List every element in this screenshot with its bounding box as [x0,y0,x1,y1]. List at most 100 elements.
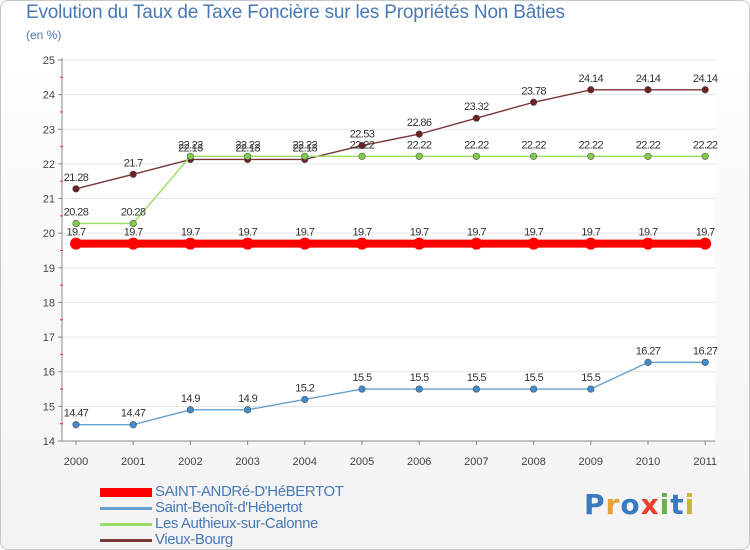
data-point [529,385,538,393]
data-point [701,86,709,94]
data-label: 22.22 [693,139,718,151]
series-line [75,89,706,190]
data-point [184,237,197,250]
legend-item-vieux-bourg: Vieux-Bourg [100,531,420,548]
x-tick-label: 2001 [121,456,145,468]
x-tick-label: 2000 [64,456,88,468]
data-point [701,358,709,366]
legend-swatch-authieux [100,523,152,526]
data-point [587,86,595,94]
x-tick-label: 2007 [464,456,488,468]
data-point [415,130,423,138]
y-tick-label: 16 [43,367,55,379]
legend-item-authieux: Les Authieux-sur-Calonne [100,515,420,532]
y-tick-label: 14 [43,436,55,448]
data-label: 14.9 [238,393,257,405]
legend-swatch-vieux-bourg [100,539,152,542]
legend: SAINT-ANDRé-D'HéBERTOT Saint-Benoît-d'Hé… [100,483,420,548]
data-label: 19.7 [524,227,543,239]
legend-item-saint-benoit: Saint-Benoît-d'Hébertot [100,499,420,516]
logo-letter: i [684,488,696,521]
data-point [129,170,137,178]
y-tick-label: 25 [43,55,55,67]
data-label: 19.7 [66,227,85,239]
data-label: 22.13 [235,142,260,154]
data-label: 22.86 [407,117,432,129]
y-unit-label: (en %) [26,28,62,42]
y-tick-label: 17 [43,332,55,344]
y-tick-label: 22 [43,159,55,171]
data-point [241,237,254,250]
y-tick-label: 19 [43,263,55,275]
data-label: 23.32 [464,101,489,113]
legend-label-saint-andre: SAINT-ANDRé-D'HéBERTOT [155,483,344,500]
logo-letter: x [640,488,660,521]
chart-title: Evolution du Taux de Taxe Foncière sur l… [26,2,565,23]
data-label: 15.5 [352,372,371,384]
data-point [529,98,538,106]
legend-item-saint-andre: SAINT-ANDRé-D'HéBERTOT [100,483,420,500]
y-tick-label: 20 [43,228,55,240]
data-point [470,237,483,250]
x-tick-label: 2002 [178,456,202,468]
plot-area [62,60,716,441]
data-label: 22.22 [579,139,604,151]
data-label: 22.13 [178,142,203,154]
data-point [70,237,82,250]
legend-swatch-saint-andre [100,488,152,497]
data-point [186,406,194,414]
data-point [415,385,423,393]
y-tick-label: 15 [43,401,55,413]
data-label: 16.27 [636,345,661,357]
x-tick-label: 2009 [579,456,603,468]
data-label: 19.7 [124,227,143,239]
data-label: 22.22 [636,139,661,151]
data-point [244,152,252,160]
data-point [644,86,652,94]
data-label: 15.5 [524,372,543,384]
data-point [72,185,80,193]
x-tick-label: 2004 [293,456,317,468]
data-label: 24.14 [579,73,604,85]
data-label: 23.78 [521,85,546,97]
logo-letter: o [620,488,641,521]
data-label: 14.47 [121,408,146,420]
logo-letter: t [670,488,685,521]
proxiti-logo: Proxiti [584,488,695,521]
x-tick-label: 2008 [521,456,545,468]
x-tick-label: 2003 [235,456,259,468]
data-point [301,152,309,160]
data-label: 14.9 [181,393,200,405]
legend-swatch-saint-benoit [100,507,152,510]
logo-letter: r [605,488,621,521]
data-label: 15.2 [295,382,314,394]
x-tick-label: 2010 [636,456,660,468]
y-tick-label: 24 [43,90,55,102]
data-point [358,152,366,160]
data-label: 22.22 [293,139,318,151]
data-label: 20.28 [121,206,146,218]
data-label: 15.5 [581,372,600,384]
data-point [415,152,423,160]
data-label: 20.28 [64,206,89,218]
data-point [644,152,652,160]
data-point [527,237,540,250]
data-label: 22.22 [464,139,489,151]
data-label: 15.5 [467,372,486,384]
data-point [127,237,140,250]
data-label: 22.13 [293,142,318,154]
data-label: 22.22 [407,139,432,151]
logo-letter: P [584,488,606,521]
data-label: 22.53 [350,129,375,141]
data-point [472,152,481,160]
data-point [529,152,538,160]
data-point [129,219,137,228]
data-point [358,141,366,150]
y-tick-label: 21 [43,194,55,206]
data-label: 24.14 [636,73,661,85]
data-label: 22.22 [178,139,203,151]
data-point [72,421,80,429]
data-point [587,385,595,393]
series-line [76,361,706,426]
